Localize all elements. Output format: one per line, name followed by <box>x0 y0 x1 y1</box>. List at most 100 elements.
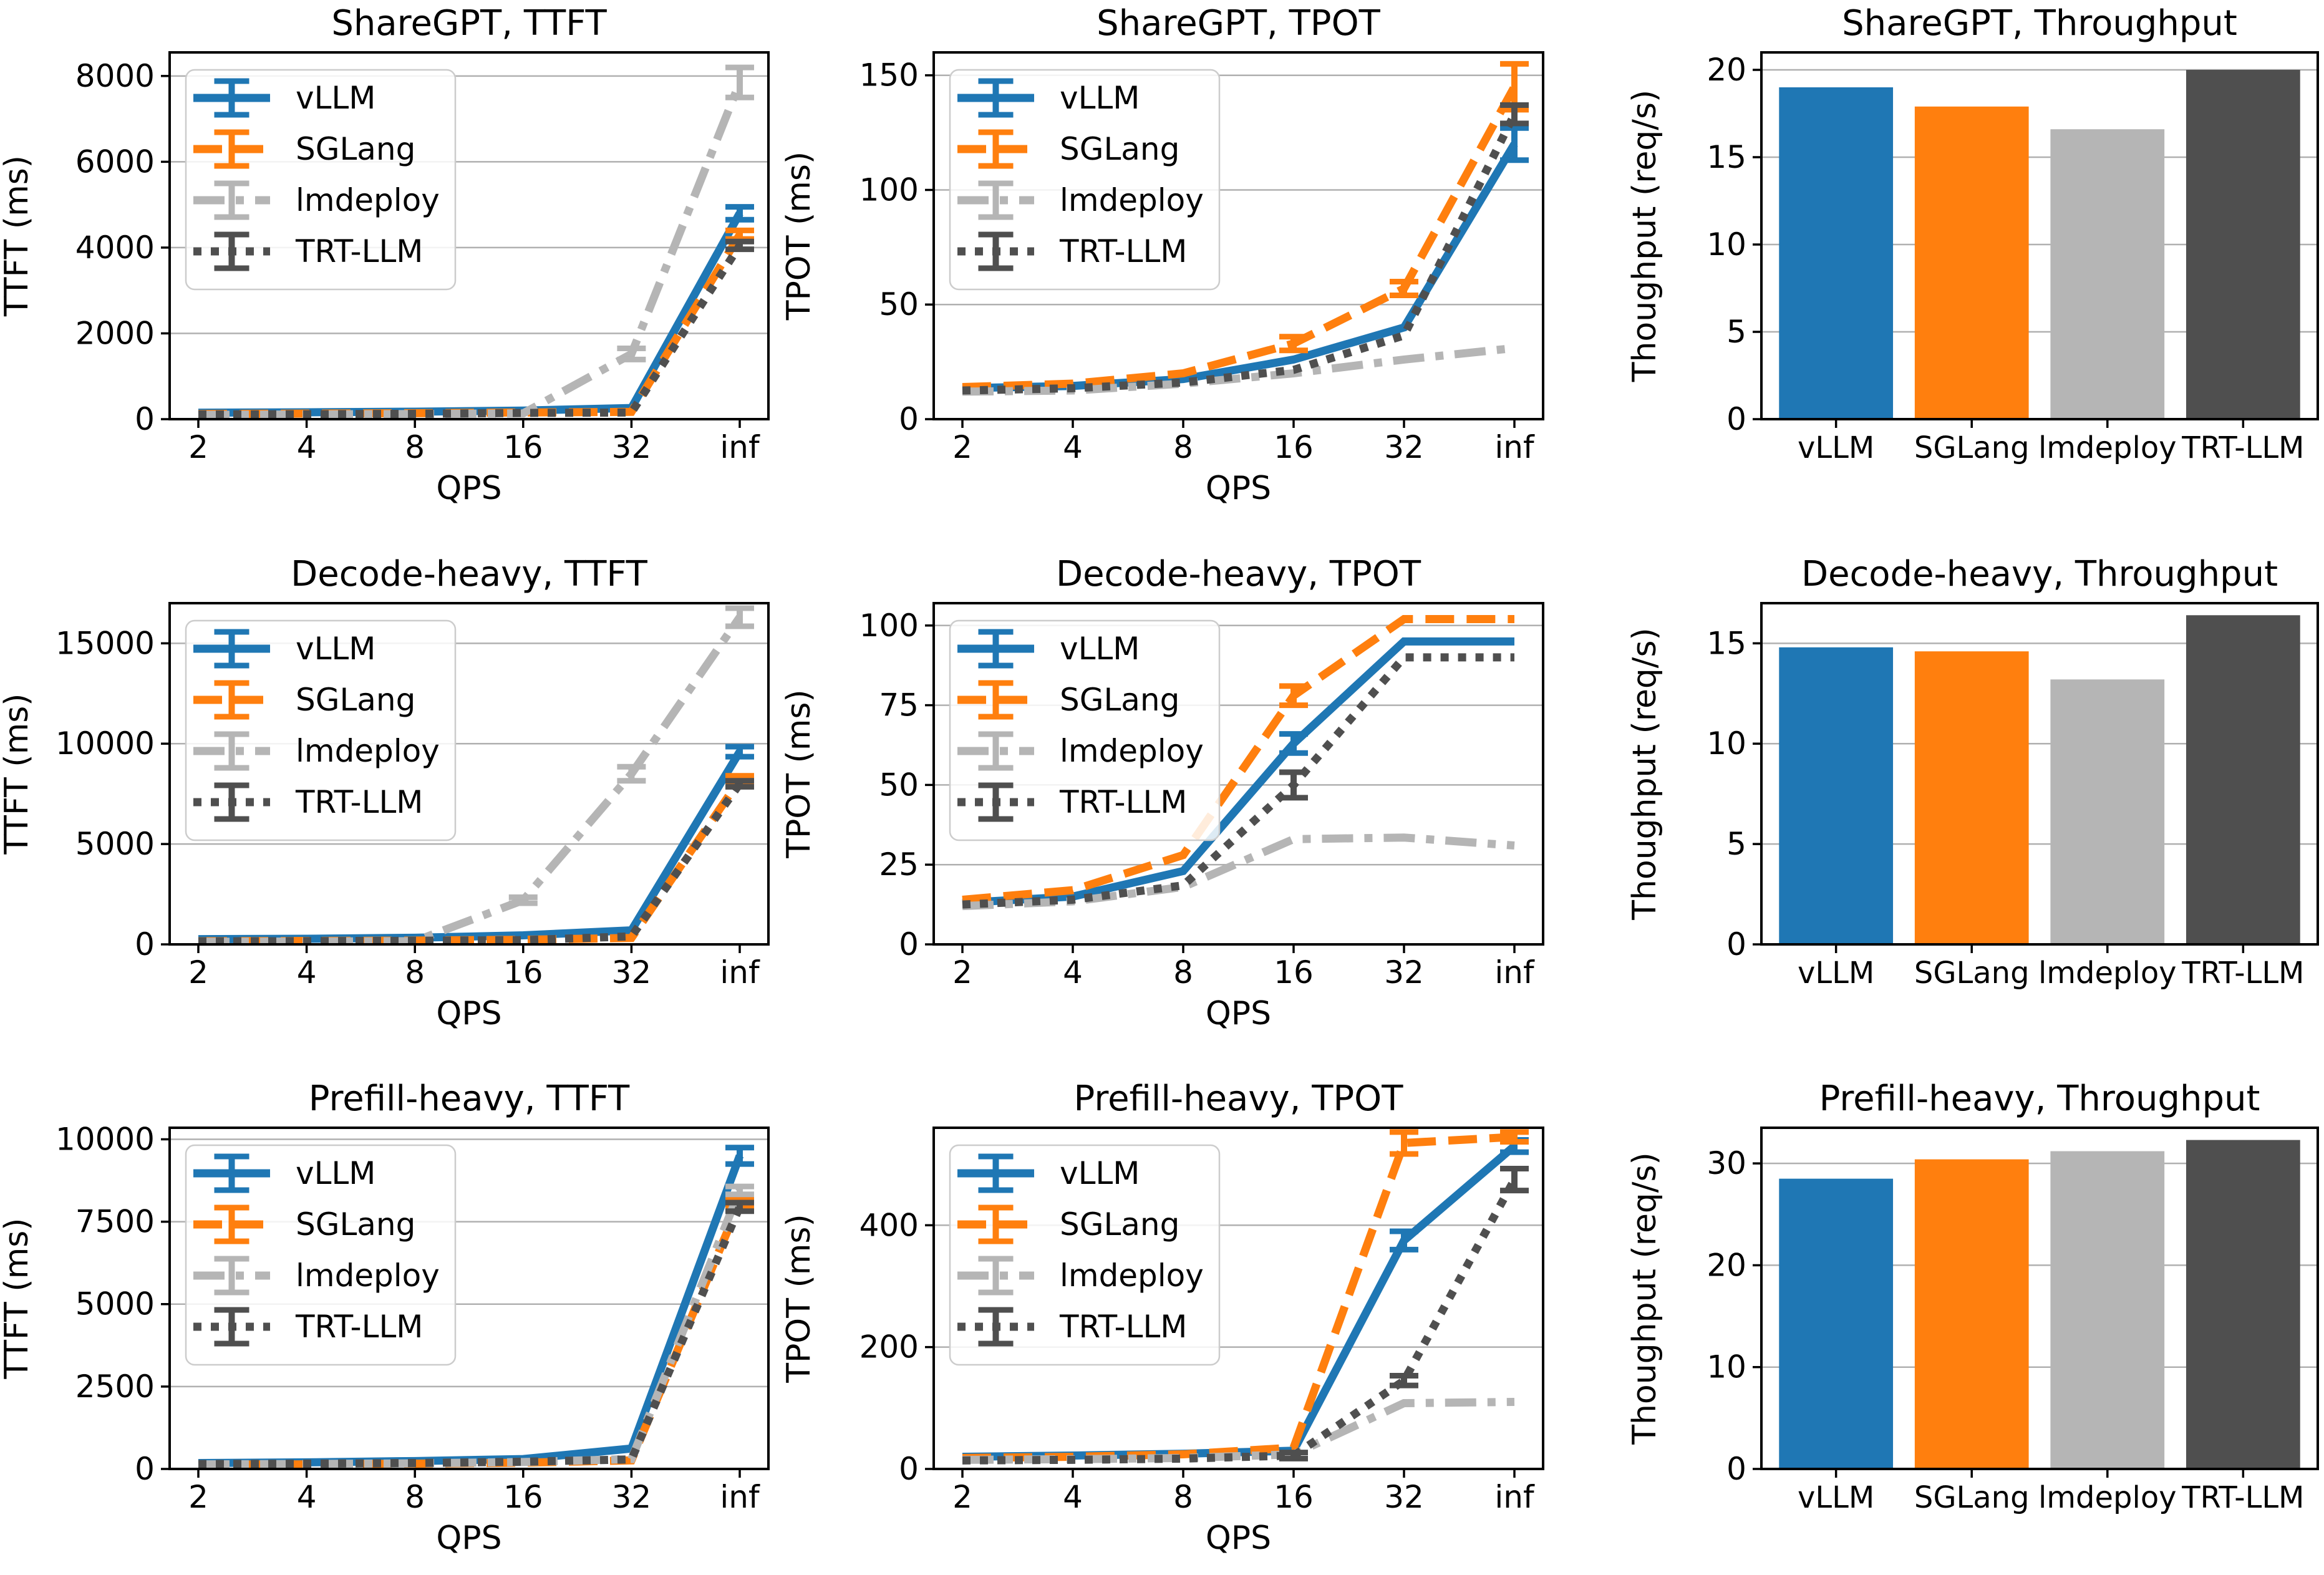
x-tick-label: 16 <box>1274 429 1314 465</box>
series-trt-llm <box>962 653 1514 909</box>
series-group <box>962 61 1529 396</box>
y-tick-label: 0 <box>135 926 155 962</box>
x-tick-label: 32 <box>1384 1479 1424 1515</box>
legend: vLLM SGLang lmdeploy TRT-LLM <box>949 619 1221 841</box>
y-tick-label: 15 <box>1707 139 1746 175</box>
y-tick-label: 25 <box>879 846 919 883</box>
chart-title: Decode-heavy, TTFT <box>291 554 647 594</box>
legend-label: lmdeploy <box>296 1258 440 1294</box>
bar-lmdeploy <box>2050 129 2165 419</box>
x-tick-label: inf <box>720 429 760 465</box>
y-axis-label: TTFT (ms) <box>0 693 36 855</box>
y-tick-label: 50 <box>879 286 919 322</box>
legend-label: SGLang <box>1060 682 1179 718</box>
x-tick-label: 2 <box>188 954 208 991</box>
chart-title: Prefill-heavy, TPOT <box>1074 1078 1404 1119</box>
x-tick-label: inf <box>1494 429 1535 465</box>
legend-label: lmdeploy <box>1060 182 1204 218</box>
x-tick-label: TRT-LLM <box>2181 430 2304 465</box>
x-tick-label: TRT-LLM <box>2181 1480 2304 1515</box>
chart-title: Prefill-heavy, TTFT <box>309 1078 630 1119</box>
legend: vLLM SGLang lmdeploy TRT-LLM <box>949 69 1221 291</box>
y-tick-label: 0 <box>899 401 919 437</box>
axes: 0 5 10 15 vLLM SGLang lmdeploy TRT-LLM <box>1707 601 2319 991</box>
y-tick-label: 400 <box>859 1208 919 1244</box>
legend-entry-sglang: SGLang <box>193 129 415 169</box>
chart-prefill-heavy-throughput: 0 10 20 30 vLLM SGLang lmdeploy TRT-LLM Prefill-… <box>1549 1050 2324 1575</box>
legend-entry-lmdeploy: lmdeploy <box>193 180 440 220</box>
x-axis-label: QPS <box>1206 470 1271 507</box>
legend-label: lmdeploy <box>296 733 440 769</box>
sharegpt-tpot-svg: 0 50 100 150 2 4 8 16 32 inf ShareGPT, TPOT TPOT (m… <box>780 3 1544 507</box>
chart-title: Prefill-heavy, Throughput <box>1819 1078 2260 1119</box>
x-tick-label: 4 <box>297 954 317 991</box>
y-tick-label: 100 <box>859 172 919 208</box>
y-axis-label: Thoughput (req/s) <box>1626 1152 1663 1445</box>
legend-label: lmdeploy <box>1060 733 1204 769</box>
y-tick-label: 20 <box>1707 52 1746 88</box>
y-tick-label: 0 <box>1726 926 1746 962</box>
y-tick-label: 0 <box>1726 1451 1746 1487</box>
legend-entry-trt-llm: TRT-LLM <box>193 231 423 271</box>
y-tick-label: 10 <box>1707 1349 1746 1385</box>
x-tick-label: TRT-LLM <box>2181 956 2304 991</box>
legend-label: TRT-LLM <box>1059 233 1187 269</box>
series-line-trt-llm <box>198 243 743 419</box>
x-axis-label: QPS <box>436 1519 501 1557</box>
y-tick-label: 20 <box>1707 1248 1746 1284</box>
x-tick-label: SGLang <box>1914 430 2030 465</box>
axes: 0 25 50 75 100 2 4 8 16 32 inf <box>859 601 1544 991</box>
y-tick-label: 0 <box>135 1451 155 1487</box>
bar-lmdeploy <box>2050 1151 2165 1470</box>
series-line-trt-llm <box>962 653 1514 909</box>
legend-label: TRT-LLM <box>1059 1309 1187 1345</box>
y-tick-label: 15000 <box>56 625 155 661</box>
x-tick-label: 8 <box>405 1479 425 1515</box>
y-axis-label: TPOT (ms) <box>780 152 818 321</box>
legend-label: TRT-LLM <box>295 1309 423 1345</box>
series-sglang <box>962 614 1514 904</box>
series-line-trt-llm <box>962 1178 1518 1465</box>
legend-entry-sglang: SGLang <box>957 129 1179 169</box>
series-line-sglang <box>962 85 1518 392</box>
bar-trt-llm <box>2186 1140 2300 1470</box>
x-tick-label: 32 <box>612 1479 652 1515</box>
axes: 0 200 400 2 4 8 16 32 inf <box>859 1127 1544 1515</box>
prefill-heavy-throughput-svg: 0 10 20 30 vLLM SGLang lmdeploy TRT-LLM Prefill-… <box>1626 1078 2319 1515</box>
x-tick-label: 2 <box>188 1479 208 1515</box>
x-tick-label: 2 <box>188 429 208 465</box>
x-tick-label: inf <box>1494 1479 1535 1515</box>
axes: 0 5 10 15 20 vLLM SGLang lmdeploy TRT-LLM <box>1707 51 2319 465</box>
legend-entry-trt-llm: TRT-LLM <box>193 1307 423 1347</box>
axes: 0 2500 5000 7500 10000 2 4 8 16 32 inf <box>56 1122 770 1515</box>
decode-heavy-tpot-svg: 0 25 50 75 100 2 4 8 16 32 inf Decode-heavy, TPOT TP… <box>780 554 1544 1032</box>
series-trt-llm <box>962 102 1529 395</box>
bars-group <box>1779 614 2300 944</box>
y-axis-label: TTFT (ms) <box>0 1218 36 1380</box>
x-axis-label: QPS <box>436 995 501 1032</box>
bar-sglang <box>1914 651 2029 944</box>
legend-entry-sglang: SGLang <box>957 680 1179 720</box>
legend-entry-sglang: SGLang <box>193 1204 415 1244</box>
x-axis-label: QPS <box>1206 1519 1271 1557</box>
y-tick-label: 5 <box>1726 826 1746 862</box>
legend-label: TRT-LLM <box>295 233 423 269</box>
legend-entry-trt-llm: TRT-LLM <box>957 231 1187 271</box>
sharegpt-ttft-svg: 0 2000 4000 6000 8000 2 4 8 16 32 inf ShareGPT, TTF… <box>0 3 770 507</box>
legend-entry-lmdeploy: lmdeploy <box>957 1256 1204 1296</box>
x-tick-label: 4 <box>297 1479 317 1515</box>
legend-entry-vllm: vLLM <box>193 629 375 669</box>
x-tick-label: 4 <box>1063 954 1083 991</box>
legend-label: vLLM <box>1060 80 1140 116</box>
legend-entry-lmdeploy: lmdeploy <box>193 731 440 771</box>
series-line-trt-llm <box>962 112 1518 395</box>
x-tick-label: inf <box>1494 954 1535 991</box>
y-tick-label: 0 <box>899 1451 919 1487</box>
y-axis-label: TPOT (ms) <box>780 689 818 859</box>
legend-label: SGLang <box>1060 1206 1179 1243</box>
y-tick-label: 10000 <box>56 1122 155 1158</box>
prefill-heavy-ttft-svg: 0 2500 5000 7500 10000 2 4 8 16 32 inf Prefill-heav… <box>0 1078 770 1557</box>
legend-label: vLLM <box>296 1155 375 1191</box>
axes: 0 2000 4000 6000 8000 2 4 8 16 32 inf <box>75 51 770 465</box>
